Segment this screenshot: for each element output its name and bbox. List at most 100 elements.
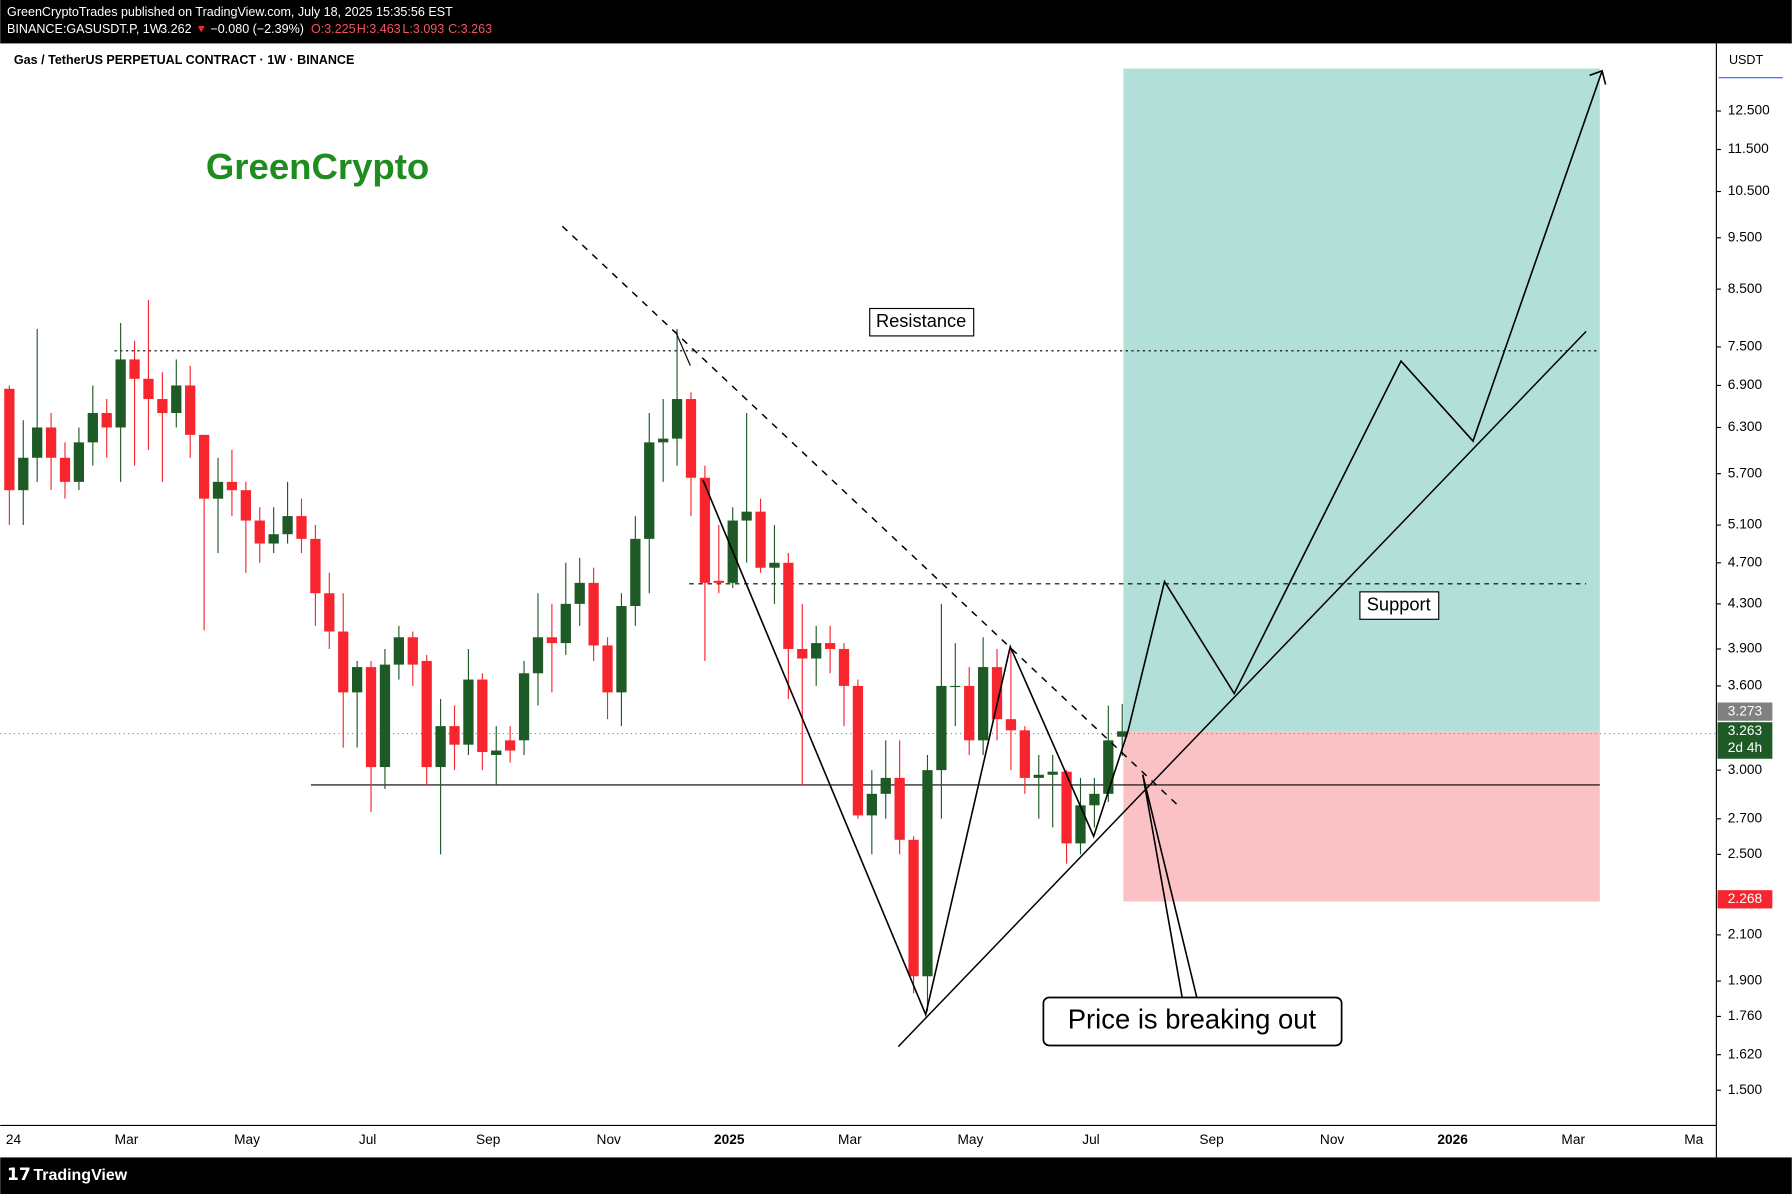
close: C:3.263: [448, 22, 492, 36]
candle-body: [157, 399, 168, 414]
candle-body: [977, 667, 989, 741]
candle-body: [658, 438, 669, 443]
candle-body: [1019, 730, 1030, 778]
candle-body: [532, 637, 544, 674]
candle-body: [1075, 805, 1086, 844]
y-tick-label: 1.760: [1728, 1008, 1763, 1023]
candle-body: [129, 359, 140, 379]
profit-zone: [1123, 68, 1600, 732]
y-tick-label: 10.500: [1728, 183, 1770, 198]
change: −0.080 (−2.39%): [210, 22, 303, 36]
y-tick-label: 7.500: [1728, 339, 1763, 354]
y-tick-label: 2.100: [1728, 926, 1763, 941]
open: O:3.225: [311, 22, 356, 36]
candle-body: [505, 740, 516, 751]
y-tick-label: 5.700: [1728, 465, 1763, 480]
candle-body: [644, 442, 655, 539]
x-tick-label: 2026: [1437, 1132, 1468, 1147]
price-label: 3.263: [1728, 723, 1763, 738]
candle-body: [449, 726, 460, 745]
candle-body: [1117, 731, 1128, 737]
trendline: [561, 225, 1180, 808]
x-tick-label: Sep: [1199, 1132, 1224, 1147]
candle-body: [18, 457, 29, 491]
candle-body: [338, 631, 349, 693]
candle-body: [226, 481, 238, 491]
candle-body: [407, 637, 418, 665]
price-label: 2.268: [1728, 891, 1763, 906]
candle-body: [1047, 771, 1058, 775]
header-bar: [0, 0, 1792, 44]
candle-body: [1061, 771, 1072, 844]
brand: TradingView: [33, 1167, 127, 1184]
callout-box: [1042, 996, 1343, 1047]
candle-body: [936, 685, 947, 771]
candle-body: [616, 606, 627, 693]
y-tick-label: 12.500: [1728, 103, 1770, 118]
candle-body: [950, 685, 961, 688]
price-label-box: [1717, 702, 1773, 721]
candle-body: [491, 750, 502, 755]
x-tick-label: Mar: [115, 1132, 139, 1147]
candle-body: [115, 359, 126, 428]
candle-body: [1033, 774, 1044, 778]
x-tick-label: 24: [6, 1132, 22, 1147]
y-tick-label: 2.500: [1728, 846, 1763, 861]
y-tick-label: 4.700: [1728, 554, 1763, 569]
candle-body: [282, 516, 293, 535]
candle-body: [866, 793, 877, 816]
candle-body: [324, 593, 335, 632]
footer-bar: [0, 1157, 1792, 1194]
loss-zone: [1123, 731, 1600, 902]
candle-body: [713, 580, 724, 583]
x-tick-label: Mar: [1561, 1132, 1585, 1147]
candle-body: [560, 603, 571, 644]
y-tick-label: 5.100: [1728, 517, 1763, 532]
callout-pointer: [1142, 774, 1199, 1002]
candle-body: [922, 770, 933, 977]
y-tick-label: 2.700: [1728, 810, 1763, 825]
candle-body: [101, 413, 112, 428]
candle-body: [1005, 719, 1017, 731]
candle-body: [4, 388, 15, 491]
candle-body: [546, 637, 558, 644]
price-label: 3.273: [1728, 703, 1763, 718]
y-tick-label: 8.500: [1728, 281, 1763, 296]
candle-body: [1089, 793, 1100, 806]
candle-body: [588, 582, 599, 646]
candle-body: [379, 664, 391, 768]
down-arrow: ▼: [196, 24, 207, 36]
y-tick-label: 3.600: [1728, 678, 1763, 693]
x-tick-label: May: [234, 1132, 260, 1147]
candle-body: [880, 777, 891, 794]
callout-text: Price is breaking out: [1068, 1004, 1317, 1035]
candle-body: [310, 538, 321, 594]
candle-body: [964, 685, 975, 741]
candle-body: [630, 538, 641, 607]
y-tick-label: 1.620: [1728, 1046, 1763, 1061]
candle-body: [908, 839, 919, 977]
projection-path: [702, 70, 1603, 1018]
candle-body: [73, 442, 85, 482]
currency: USDT: [1729, 53, 1763, 67]
support-label: Support: [1367, 593, 1431, 614]
y-tick-label: 9.500: [1728, 229, 1763, 244]
candle-body: [171, 385, 182, 414]
axes: 12.500 11.500 10.500 9.500 8.500 7.500 6.900 6.…: [6, 103, 1773, 1147]
candle-body: [435, 726, 446, 768]
candle-body: [421, 660, 432, 768]
x-tick-label: May: [957, 1132, 983, 1147]
x-tick-label: Sep: [476, 1132, 501, 1147]
candle-body: [518, 673, 530, 741]
x-tick-label: Mar: [838, 1132, 862, 1147]
candle-body: [685, 399, 697, 478]
candle-body: [351, 667, 363, 693]
y-tick-label: 1.500: [1728, 1082, 1763, 1097]
chart-title: Gas / TetherUS PERPETUAL CONTRACT · 1W ·…: [14, 53, 354, 67]
y-tick-label: 1.900: [1728, 973, 1763, 988]
y-tick-label: 6.900: [1728, 377, 1763, 392]
candle-body: [143, 378, 154, 400]
candle-body: [769, 562, 780, 568]
y-tick-label: 3.900: [1728, 641, 1763, 656]
high: H:3.463: [357, 22, 401, 36]
